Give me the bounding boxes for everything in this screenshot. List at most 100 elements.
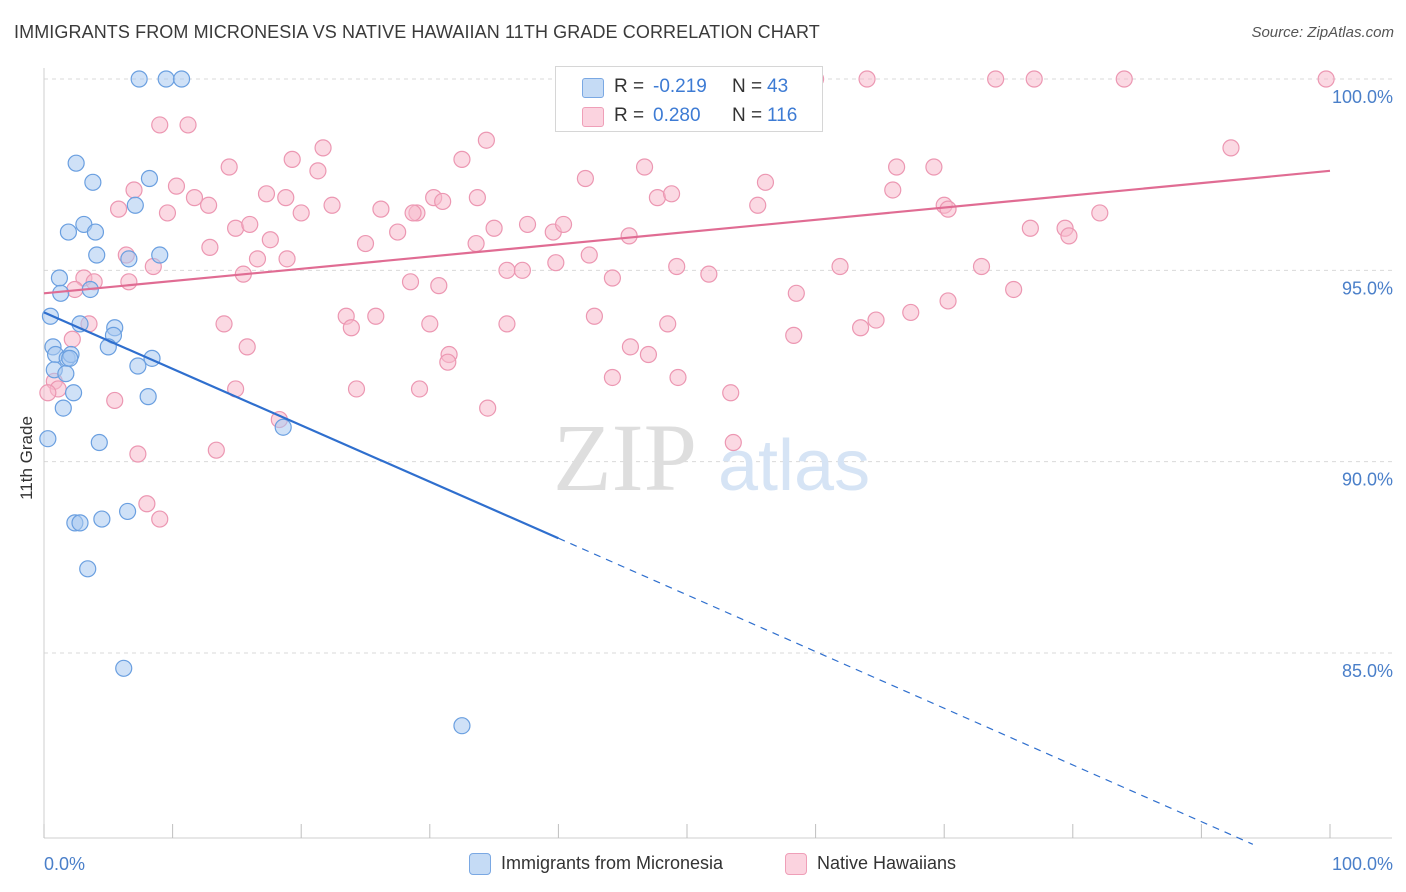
data-point — [668, 257, 686, 276]
data-point — [200, 196, 218, 214]
y-tick-label: 95.0% — [1342, 278, 1393, 298]
data-point — [39, 430, 57, 448]
data-point — [479, 399, 497, 417]
data-point — [130, 70, 148, 88]
data-point — [57, 365, 75, 383]
data-point — [106, 391, 124, 410]
data-point — [453, 717, 471, 735]
data-point — [902, 303, 920, 322]
bottom-legend-swatch-blue — [469, 853, 491, 875]
axes — [43, 68, 1392, 839]
data-point — [987, 70, 1005, 88]
data-point — [831, 257, 849, 276]
data-point — [274, 418, 292, 436]
data-point — [179, 116, 197, 134]
bottom-legend-label: Native Hawaiians — [817, 853, 957, 873]
data-point — [498, 315, 516, 333]
data-point — [84, 173, 102, 191]
data-point — [884, 181, 902, 199]
data-point — [603, 269, 622, 287]
data-point — [939, 292, 957, 310]
data-point — [158, 204, 177, 222]
data-point — [925, 158, 943, 176]
data-point — [138, 495, 156, 513]
data-point — [342, 319, 360, 337]
legend-n-label: N = — [732, 76, 763, 97]
data-point — [93, 510, 111, 528]
data-point — [518, 215, 537, 234]
data-point — [88, 246, 106, 264]
data-point — [151, 510, 169, 528]
x-tick-label: 100.0% — [1332, 854, 1393, 874]
data-point — [241, 215, 259, 234]
data-point — [39, 384, 57, 402]
data-point — [787, 284, 805, 302]
data-point — [669, 368, 687, 387]
data-point — [185, 189, 204, 207]
data-point — [118, 502, 137, 521]
data-point — [434, 192, 452, 211]
data-point — [238, 338, 256, 356]
data-point — [620, 227, 638, 245]
data-point — [109, 200, 128, 218]
bottom-legend-label: Immigrants from Micronesia — [501, 853, 724, 873]
data-point — [157, 70, 175, 88]
correlation-legend: R = -0.219 N = 43 R = 0.280 N = 116 — [555, 66, 823, 132]
data-point — [257, 185, 276, 203]
data-point — [261, 231, 279, 249]
data-point — [140, 169, 159, 188]
data-point — [372, 200, 390, 218]
data-point — [467, 234, 485, 253]
chart-title: IMMIGRANTS FROM MICRONESIA VS NATIVE HAW… — [14, 22, 820, 42]
legend-r-label: R = — [614, 105, 645, 126]
data-point — [309, 162, 327, 180]
legend-row-micronesia: R = -0.219 N = 43 — [556, 72, 822, 102]
data-point — [430, 277, 448, 295]
y-tick-label: 100.0% — [1332, 87, 1393, 107]
x-tick-labels: 0.0% 100.0% — [44, 854, 1393, 874]
data-point — [90, 433, 108, 452]
data-point — [410, 380, 429, 398]
data-point — [1222, 139, 1240, 157]
data-point — [139, 388, 157, 406]
data-point — [867, 311, 885, 329]
data-point — [547, 254, 565, 272]
watermark-atlas: atlas — [718, 426, 870, 506]
data-point — [314, 139, 332, 157]
data-point — [852, 319, 870, 337]
data-point — [621, 338, 640, 356]
data-point — [63, 330, 81, 348]
data-point — [54, 399, 72, 417]
data-point — [389, 223, 407, 241]
data-point — [554, 215, 573, 234]
data-point — [1021, 219, 1039, 237]
data-point — [1091, 204, 1109, 222]
data-point — [639, 345, 658, 364]
data-point — [662, 185, 681, 203]
data-point — [50, 269, 69, 287]
data-point — [477, 131, 495, 149]
source-label: Source: ZipAtlas.com — [1251, 24, 1394, 41]
series-micronesia — [39, 70, 471, 735]
data-point — [1317, 70, 1335, 88]
data-point — [207, 441, 225, 459]
data-point — [1115, 70, 1133, 88]
data-point — [421, 315, 439, 333]
data-point — [126, 196, 144, 214]
data-point — [439, 353, 457, 371]
data-point — [485, 219, 503, 237]
data-point — [67, 154, 85, 172]
bottom-legend-swatch-pink — [785, 853, 807, 875]
data-point — [86, 223, 105, 241]
data-point — [120, 250, 138, 268]
trend-line-micronesia — [43, 311, 559, 540]
data-point — [120, 273, 138, 291]
data-point — [635, 158, 654, 176]
data-point — [151, 246, 169, 264]
data-point — [580, 246, 598, 264]
data-point — [125, 181, 143, 199]
data-point — [576, 169, 595, 188]
data-point — [939, 200, 957, 218]
gridlines — [44, 78, 1392, 654]
data-point — [749, 196, 767, 214]
